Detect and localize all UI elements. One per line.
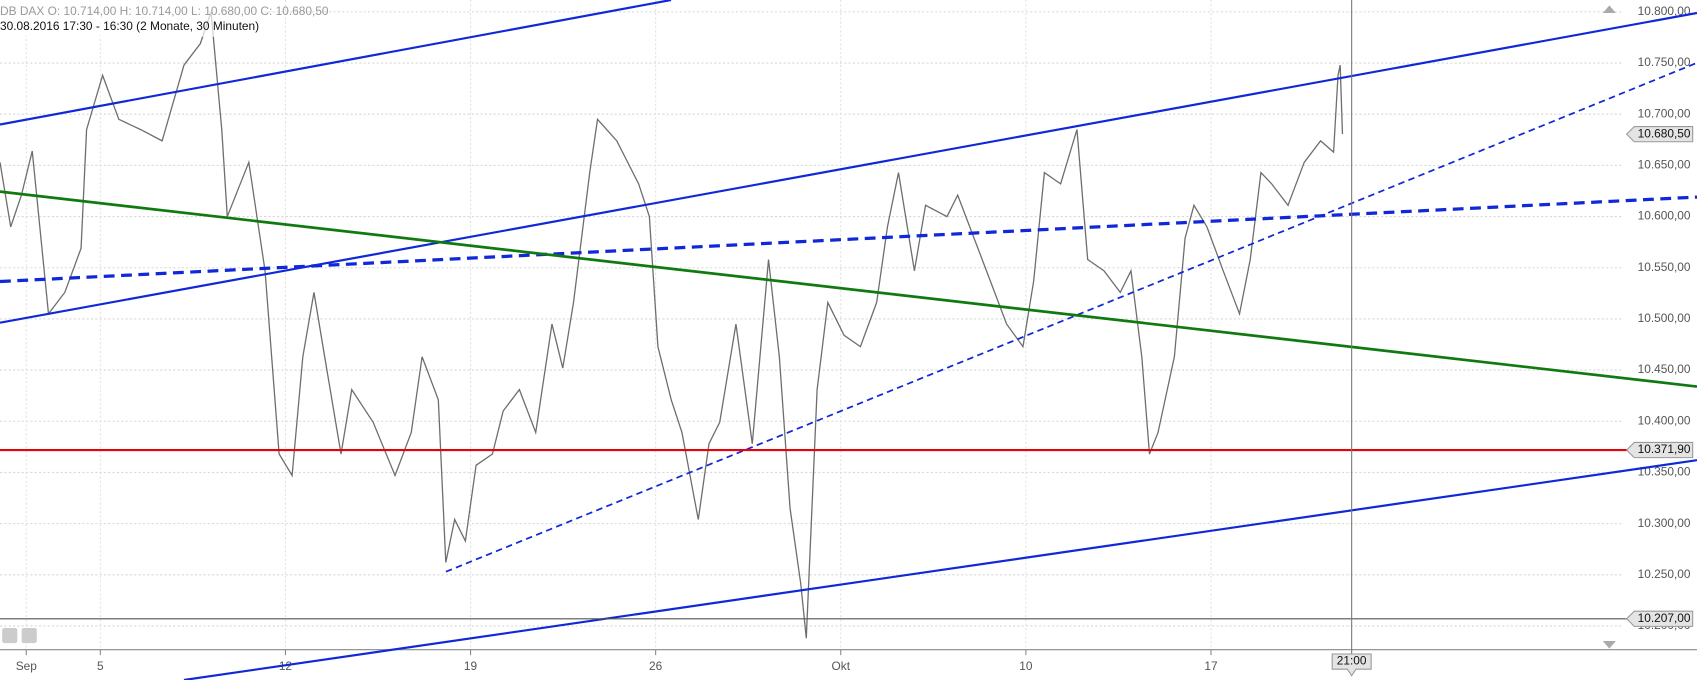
scroll-up[interactable] [1602,5,1616,13]
y-tick-label: 10.700,00 [1638,106,1691,120]
x-tick-label: 26 [649,659,663,673]
x-tick-label: 19 [464,659,478,673]
y-tick-label: 10.300,00 [1638,516,1691,530]
scroll-down[interactable] [1602,641,1616,649]
crosshair-tag [1331,653,1372,677]
y-tick-label: 10.500,00 [1638,311,1691,325]
price-tag-label: 10.371,90 [1638,442,1691,456]
price-tag-label: 10.207,00 [1638,611,1691,625]
y-tick-label: 10.650,00 [1638,158,1691,172]
ohlc: O: 10.714,00 H: 10.714,00 L: 10.680,00 C… [48,4,329,18]
y-tick-label: 10.450,00 [1638,362,1691,376]
y-tick-label: 10.550,00 [1638,260,1691,274]
price-tag [1625,610,1694,627]
x-tick-label: Okt [832,659,851,673]
x-tick-label: Sep [16,659,38,673]
y-tick-label: 10.800,00 [1638,4,1691,18]
trend-line [0,11,1697,324]
x-tick-label: 10 [1019,659,1033,673]
chart-title: DB DAX [0,4,44,18]
price-tag-label: 10.680,50 [1638,126,1691,140]
header-bg [0,0,266,37]
y-tick-label: 10.350,00 [1638,465,1691,479]
trend-line [0,195,1697,284]
y-tick-label: 10.750,00 [1638,55,1691,69]
y-tick-label: 10.400,00 [1638,413,1691,427]
zoom-out[interactable] [21,628,37,644]
y-tick-label: 10.600,00 [1638,209,1691,223]
trend-line [183,459,1697,680]
x-tick-label: 17 [1204,659,1218,673]
price-tag [1625,126,1694,143]
range: 30.08.2016 17:30 - 16:30 (2 Monate, 30 M… [0,19,259,33]
zoom-in[interactable] [2,628,18,644]
crosshair-label: 21:00 [1337,654,1367,668]
y-tick-label: 10.250,00 [1638,567,1691,581]
trend-line [0,190,1697,388]
price-tag [1625,441,1694,459]
x-tick-label: 5 [97,659,104,673]
trend-line [445,62,1697,573]
trend-line [0,0,672,126]
zoom-buttons[interactable] [2,628,37,644]
